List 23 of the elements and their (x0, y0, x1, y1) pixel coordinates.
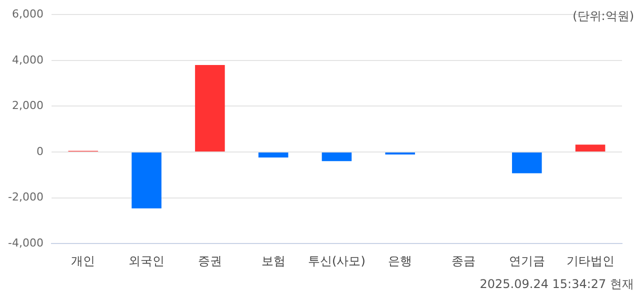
x-tick-label: 연기금 (508, 254, 545, 268)
x-tick-label: 증권 (198, 254, 222, 268)
x-tick-label: 개인 (71, 254, 96, 268)
bar (322, 152, 352, 162)
bar (512, 152, 542, 174)
text: 2025.09.24 15:34:27 현재 (480, 276, 634, 293)
x-tick-label: 은행 (388, 254, 412, 268)
y-tick-label: 2,000 (12, 99, 44, 112)
bar (258, 152, 288, 158)
x-tick-label: 투신(사모) (308, 254, 366, 268)
bar (132, 152, 162, 208)
y-tick-label: 6,000 (12, 7, 44, 20)
bar (575, 144, 606, 152)
y-tick-label: -4,000 (8, 236, 44, 250)
y-tick-label: 4,000 (12, 53, 44, 66)
y-tick-label: -2,000 (8, 190, 44, 204)
annotation: (단위:억원) (572, 8, 634, 25)
x-tick-label: 외국인 (128, 254, 165, 268)
x-tick-label: 기타법인 (566, 254, 614, 268)
y-tick-label: 0 (36, 144, 44, 158)
x-tick-label: 보험 (261, 254, 286, 268)
x-tick-label: 종금 (452, 254, 476, 268)
bar (195, 64, 225, 152)
